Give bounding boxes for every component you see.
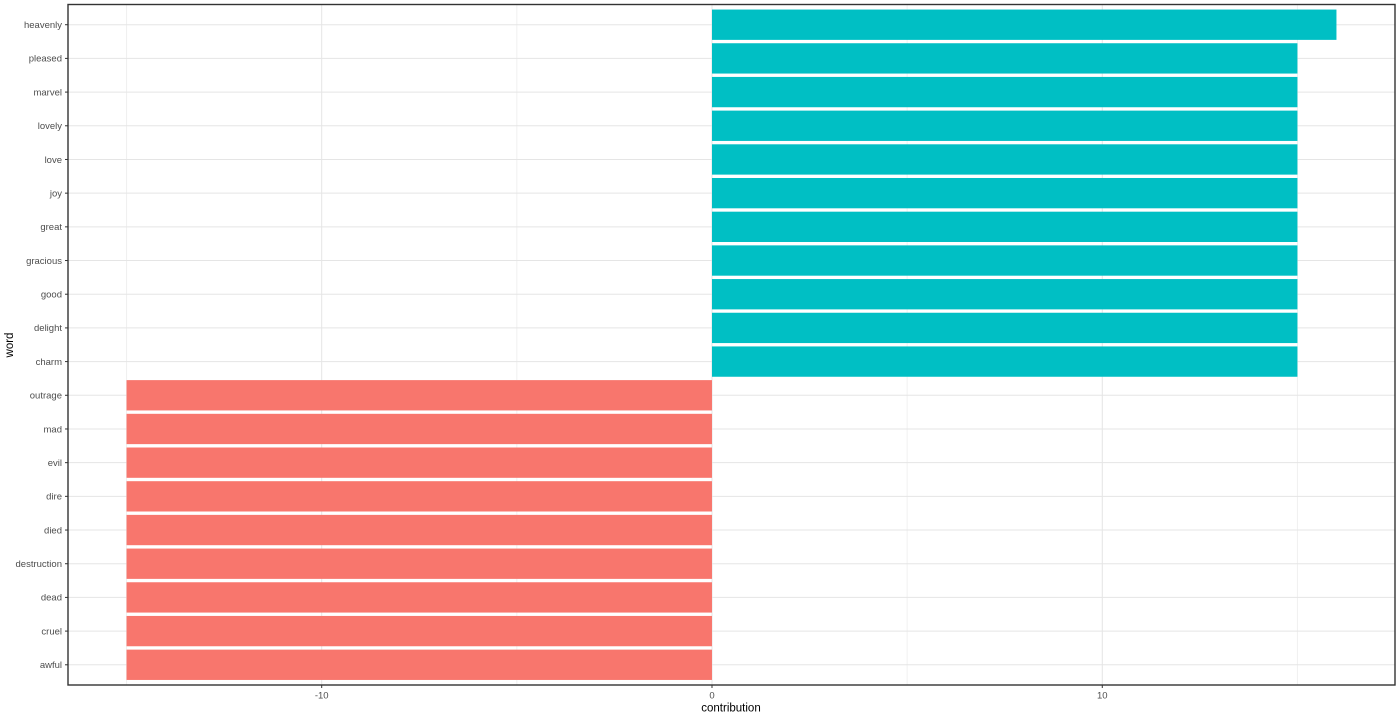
axes-group: heavenly pleased marvel lovely love joy great g… xyxy=(16,20,1108,701)
bar-mad xyxy=(126,413,712,445)
bar-love xyxy=(711,144,1298,175)
bar-pleased xyxy=(711,43,1298,74)
y-axis-label-dire: dire xyxy=(46,492,62,503)
bar-dire xyxy=(126,481,712,512)
y-axis-label-delight: delight xyxy=(34,323,62,334)
bars-group xyxy=(126,9,1337,680)
x-axis-tick-label: 10 xyxy=(1097,691,1108,702)
bar-evil xyxy=(126,447,712,478)
y-axis-label-cruel: cruel xyxy=(41,626,62,637)
bar-awful xyxy=(126,649,712,680)
bar-marvel xyxy=(711,76,1298,108)
y-axis-label-charm: charm xyxy=(36,357,62,368)
bar-heavenly xyxy=(711,9,1337,40)
bar-charm xyxy=(711,346,1298,377)
bar-outrage xyxy=(126,380,712,411)
y-axis-label-mad: mad xyxy=(44,424,62,435)
y-axis-label-heavenly: heavenly xyxy=(24,20,62,31)
bar-destruction xyxy=(126,548,712,579)
bar-dead xyxy=(126,582,712,613)
y-axis-label-great: great xyxy=(40,222,62,233)
bar-great xyxy=(711,211,1298,243)
bar-cruel xyxy=(126,615,712,647)
x-axis-tick-label: 0 xyxy=(709,691,714,702)
panel-border-group xyxy=(67,3,1396,686)
y-axis-label-lovely: lovely xyxy=(38,121,63,132)
y-axis-label-evil: evil xyxy=(48,458,62,469)
x-axis-tick-label: -10 xyxy=(315,691,329,702)
bar-gracious xyxy=(711,245,1298,276)
y-axis-label-awful: awful xyxy=(40,660,62,671)
bar-delight xyxy=(711,312,1298,344)
y-axis-label-gracious: gracious xyxy=(26,256,62,267)
y-axis-label-outrage: outrage xyxy=(30,391,62,402)
y-axis-label-died: died xyxy=(44,525,62,536)
y-axis-label-pleased: pleased xyxy=(29,54,62,65)
y-axis-label-love: love xyxy=(45,155,62,166)
bar-joy xyxy=(711,177,1298,209)
bar-lovely xyxy=(711,110,1298,141)
y-axis-label-good: good xyxy=(41,290,62,301)
y-axis-label-marvel: marvel xyxy=(33,87,62,98)
x-axis-title: contribution xyxy=(701,703,760,715)
bar-good xyxy=(711,279,1298,310)
y-axis-label-destruction: destruction xyxy=(16,559,62,570)
y-axis-title: word xyxy=(4,333,16,359)
y-axis-label-dead: dead xyxy=(41,593,62,604)
bar-died xyxy=(126,514,712,546)
y-axis-label-joy: joy xyxy=(49,188,62,199)
panel-border xyxy=(67,3,1396,686)
